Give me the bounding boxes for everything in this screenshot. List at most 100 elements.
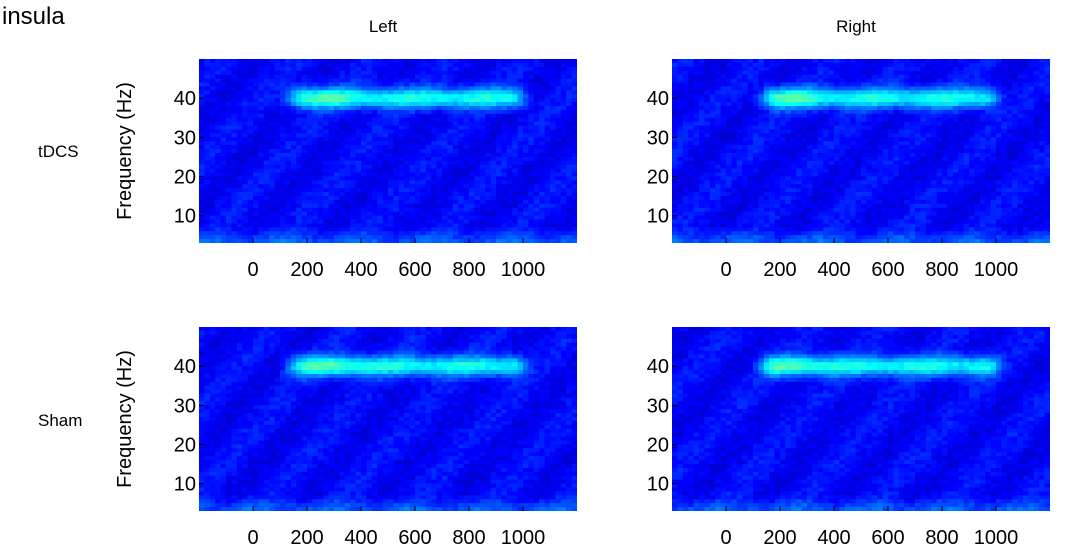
heatmap-cell xyxy=(388,74,394,80)
heatmap-cell xyxy=(485,196,492,201)
heatmap-cell xyxy=(361,117,367,123)
heatmap-cell xyxy=(474,176,481,181)
heatmap-cell xyxy=(328,223,335,228)
heatmap-cell xyxy=(517,82,524,87)
heatmap-cell xyxy=(463,94,470,99)
heatmap-cell xyxy=(474,90,481,95)
heatmap-cell xyxy=(431,219,438,225)
heatmap-cell xyxy=(523,184,529,189)
heatmap-cell xyxy=(452,180,459,185)
heatmap-cell xyxy=(393,203,400,209)
heatmap-cell xyxy=(323,109,330,115)
heatmap-cell xyxy=(323,90,330,95)
heatmap-cell xyxy=(866,70,873,76)
heatmap-cell xyxy=(904,78,911,84)
heatmap-cell xyxy=(307,211,313,217)
heatmap-cell xyxy=(398,66,405,72)
heatmap-cell xyxy=(861,66,867,72)
heatmap-cell xyxy=(290,86,297,91)
heatmap-cell xyxy=(936,145,943,150)
heatmap-cell xyxy=(501,188,508,193)
heatmap-cell xyxy=(969,133,975,138)
heatmap-cell xyxy=(366,66,373,72)
heatmap-cell xyxy=(560,211,567,217)
heatmap-cell xyxy=(496,203,502,209)
heatmap-cell xyxy=(958,113,965,119)
heatmap-cell xyxy=(828,90,835,95)
heatmap-cell xyxy=(209,152,216,158)
heatmap-cell xyxy=(296,74,303,80)
heatmap-cell xyxy=(861,102,867,107)
heatmap-cell xyxy=(790,94,797,99)
heatmap-cell xyxy=(409,70,416,76)
heatmap-cell xyxy=(215,94,222,99)
heatmap-cell xyxy=(474,113,481,119)
heatmap-cell xyxy=(312,227,319,232)
heatmap-cell xyxy=(388,137,394,142)
heatmap-cell xyxy=(388,152,394,158)
heatmap-cell xyxy=(682,70,689,76)
heatmap-cell xyxy=(301,176,308,181)
heatmap-cell xyxy=(469,133,475,138)
heatmap-cell xyxy=(420,164,427,170)
heatmap-cell xyxy=(834,78,840,84)
heatmap-cell xyxy=(925,94,932,99)
heatmap-cell xyxy=(312,203,319,209)
heatmap-cell xyxy=(544,133,551,138)
heatmap-cell xyxy=(485,121,492,127)
heatmap-cell xyxy=(1017,70,1024,76)
heatmap-cell xyxy=(447,160,454,166)
heatmap-cell xyxy=(871,90,878,95)
heatmap-cell xyxy=(979,145,986,150)
heatmap-cell xyxy=(898,62,905,68)
heatmap-cell xyxy=(528,235,535,240)
heatmap-cell xyxy=(209,78,216,84)
heatmap-cell xyxy=(560,152,567,158)
heatmap-cell xyxy=(931,149,938,154)
heatmap-cell xyxy=(409,141,416,146)
heatmap-cell xyxy=(307,109,313,115)
heatmap-cell xyxy=(550,176,556,181)
heatmap-cell xyxy=(366,109,373,115)
heatmap-cell xyxy=(839,94,846,99)
heatmap-cell xyxy=(699,82,705,87)
heatmap-cell xyxy=(398,192,405,197)
heatmap-cell xyxy=(220,168,227,174)
heatmap-cell xyxy=(560,102,567,107)
heatmap-cell xyxy=(539,196,546,201)
heatmap-cell xyxy=(415,78,421,84)
heatmap-cell xyxy=(269,141,276,146)
heatmap-cell xyxy=(204,94,211,99)
heatmap-cell xyxy=(720,78,727,84)
heatmap-cell xyxy=(828,145,835,150)
heatmap-cell xyxy=(199,149,205,154)
heatmap-cell xyxy=(199,94,205,99)
heatmap-cell xyxy=(339,70,346,76)
heatmap-cell xyxy=(215,235,222,240)
heatmap-cell xyxy=(280,223,286,228)
heatmap-cell xyxy=(447,168,454,174)
heatmap-cell xyxy=(301,239,308,243)
heatmap-cell xyxy=(888,102,894,107)
heatmap-cell xyxy=(274,74,281,80)
heatmap-cell xyxy=(550,109,556,115)
heatmap-cell xyxy=(442,156,448,162)
heatmap-cell xyxy=(328,121,335,127)
heatmap-cell xyxy=(398,94,405,99)
heatmap-cell xyxy=(871,145,878,150)
heatmap-cell xyxy=(763,117,770,123)
heatmap-cell xyxy=(699,86,705,91)
heatmap-cell xyxy=(969,94,975,99)
heatmap-cell xyxy=(1039,145,1046,150)
heatmap-cell xyxy=(485,207,492,213)
heatmap-cell xyxy=(523,102,529,107)
heatmap-cell xyxy=(1044,129,1050,134)
heatmap-cell xyxy=(258,192,265,197)
heatmap-cell xyxy=(834,62,840,68)
heatmap-cell xyxy=(361,231,367,236)
heatmap-cell xyxy=(528,192,535,197)
heatmap-cell xyxy=(317,215,324,221)
heatmap-cell xyxy=(285,78,292,84)
heatmap-cell xyxy=(533,188,540,193)
heatmap-cell xyxy=(209,117,216,123)
